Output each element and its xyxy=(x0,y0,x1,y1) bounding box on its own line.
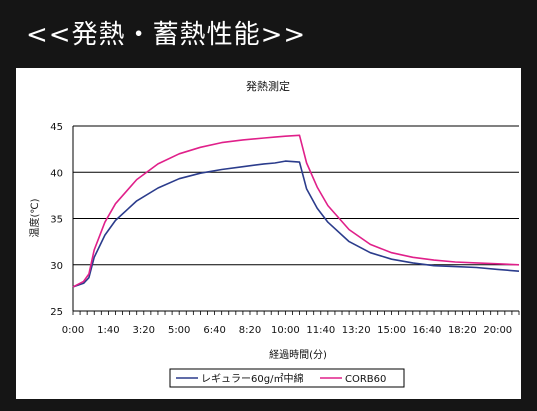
y-axis-ticks: 25 30 35 40 45 xyxy=(50,122,63,318)
x-tick-label: 5:00 xyxy=(168,325,190,336)
series-lines xyxy=(72,134,520,288)
x-tick-label: 8:20 xyxy=(239,325,261,336)
x-axis-ticks: 0:00 1:40 3:20 5:00 6:40 8:20 10:00 11:40 13:20 1… xyxy=(62,325,512,336)
legend-label: レギュラー60g/㎡中綿 xyxy=(201,372,303,385)
x-tick-label: 15:00 xyxy=(377,325,406,336)
y-tick-label: 35 xyxy=(50,215,63,226)
banner: <<発熱・蓄熱性能>> xyxy=(0,0,537,62)
legend-box xyxy=(169,368,405,388)
chart-panel: 発熱測定 25 30 35 40 45 0:00 1:40 3:20 5:00 6:40 8:20… xyxy=(16,68,521,399)
x-tick-label: 16:40 xyxy=(413,325,442,336)
chart-svg: 発熱測定 25 30 35 40 45 0:00 1:40 3:20 5:00 6:40 8:20… xyxy=(28,79,520,388)
x-tick-label: 18:20 xyxy=(448,325,477,336)
banner-title: <<発熱・蓄熱性能>> xyxy=(26,20,307,50)
x-tick-label: 1:40 xyxy=(97,325,119,336)
x-tick-label: 10:00 xyxy=(271,325,300,336)
x-tick-label: 6:40 xyxy=(203,325,225,336)
x-tick-label: 0:00 xyxy=(62,325,84,336)
gridlines xyxy=(73,125,519,266)
x-tick-label: 11:40 xyxy=(306,325,335,336)
chart-title: 発熱測定 xyxy=(246,79,290,93)
y-tick-label: 25 xyxy=(50,307,63,318)
x-tick-label: 20:00 xyxy=(483,325,512,336)
x-tick-label: 3:20 xyxy=(133,325,155,336)
series-line xyxy=(72,160,520,288)
legend-label: CORB60 xyxy=(345,374,386,385)
y-tick-label: 40 xyxy=(50,168,63,179)
series-line xyxy=(72,134,520,288)
x-tick-label: 13:20 xyxy=(342,325,371,336)
x-axis-label: 経過時間(分) xyxy=(269,348,327,361)
legend: レギュラー60g/㎡中綿 CORB60 xyxy=(169,368,405,388)
y-tick-label: 45 xyxy=(50,122,63,133)
axes xyxy=(72,126,520,315)
y-axis-label: 温度(℃) xyxy=(28,198,41,237)
y-tick-label: 30 xyxy=(50,261,63,272)
